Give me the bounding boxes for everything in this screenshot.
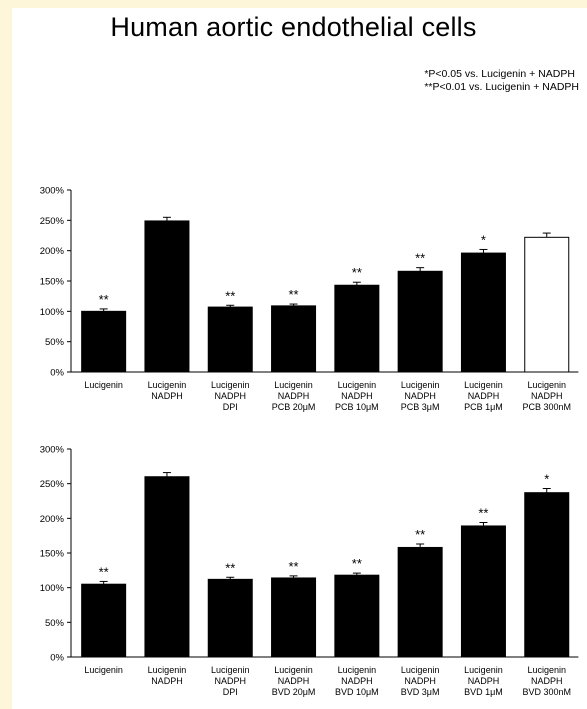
- significance-marker: **: [478, 505, 488, 520]
- significance-marker: **: [415, 251, 425, 266]
- error-bar: [289, 575, 298, 578]
- note-p005: *P<0.05 vs. Lucigenin + NADPH: [424, 68, 575, 80]
- error-bar: [99, 308, 108, 312]
- x-category-label: Lucigenin NADPH PCB 1μM: [464, 380, 503, 412]
- error-bar: [99, 580, 108, 585]
- error-bar: [226, 576, 235, 580]
- error-bar: [542, 232, 551, 238]
- x-category-label: Lucigenin NADPH BVD 10μM: [335, 665, 379, 697]
- bar-bvd-2: [144, 476, 190, 658]
- error-bar: [162, 472, 171, 477]
- significance-marker: **: [99, 564, 109, 579]
- x-category-label: Lucigenin: [84, 665, 123, 675]
- y-tick-label: 300%: [40, 445, 65, 456]
- y-tick-label: 250%: [40, 479, 65, 490]
- x-category-label: Lucigenin: [84, 380, 123, 390]
- bar-pcb-3: [207, 306, 253, 373]
- x-category-label: Lucigenin NADPH: [148, 380, 187, 401]
- bar-bvd-7: [460, 525, 506, 658]
- bar-pcb-4: [271, 305, 317, 373]
- y-tick-label: 150%: [40, 277, 65, 288]
- x-category-label: Lucigenin NADPH DPI: [211, 665, 250, 697]
- significance-marker: **: [288, 287, 298, 302]
- error-bar: [479, 248, 488, 254]
- bar-pcb-8: [524, 236, 570, 373]
- x-category-label: Lucigenin NADPH BVD 1μM: [464, 665, 503, 697]
- significance-marker: *: [544, 472, 549, 487]
- significance-marker: **: [415, 527, 425, 542]
- bar-pcb-1: [81, 310, 127, 373]
- x-category-label: Lucigenin NADPH DPI: [211, 380, 250, 412]
- y-tick-label: 200%: [40, 514, 65, 525]
- x-category-label: Lucigenin NADPH BVD 300nM: [522, 665, 571, 697]
- error-bar: [352, 572, 361, 576]
- significance-marker: **: [225, 560, 235, 575]
- x-category-label: Lucigenin NADPH BVD 3μM: [401, 665, 440, 697]
- bar-bvd-5: [334, 574, 380, 658]
- bar-bvd-1: [81, 583, 127, 658]
- significance-marker: **: [352, 265, 362, 280]
- significance-marker: **: [352, 556, 362, 571]
- bar-bvd-4: [271, 577, 317, 658]
- bar-bvd-6: [397, 546, 443, 658]
- x-category-label: Lucigenin NADPH PCB 20μM: [272, 380, 316, 412]
- significance-marker: **: [225, 288, 235, 303]
- bar-chart-pcb: 0% 50% 100% 150% 200% 250% 300% ** Lucigenin Luci…: [40, 186, 579, 412]
- y-tick-label: 250%: [40, 216, 65, 227]
- y-tick-label: 50%: [45, 618, 65, 629]
- x-category-label: Lucigenin NADPH PCB 3μM: [401, 380, 440, 412]
- y-tick-label: 50%: [45, 337, 65, 348]
- x-category-label: Lucigenin NADPH PCB 300nM: [522, 380, 571, 412]
- y-tick-label: 300%: [40, 186, 65, 197]
- x-category-label: Lucigenin NADPH: [148, 665, 187, 686]
- error-bar: [226, 304, 235, 308]
- error-bar: [162, 216, 171, 221]
- error-bar: [289, 303, 298, 306]
- bar-pcb-2: [144, 220, 190, 373]
- bar-bvd-8: [524, 492, 570, 658]
- error-bar: [416, 267, 425, 272]
- significance-notes: *P<0.05 vs. Lucigenin + NADPH **P<0.01 v…: [424, 68, 579, 94]
- x-category-label: Lucigenin NADPH BVD 20μM: [272, 665, 316, 697]
- bar-pcb-6: [397, 270, 443, 373]
- y-tick-label: 150%: [40, 549, 65, 560]
- note-p001: **P<0.01 vs. Lucigenin + NADPH: [424, 81, 579, 93]
- error-bar: [542, 488, 551, 493]
- y-tick-label: 100%: [40, 307, 65, 318]
- significance-marker: *: [481, 232, 486, 247]
- figure-title: Human aortic endothelial cells: [110, 12, 477, 42]
- significance-marker: **: [99, 292, 109, 307]
- bar-bvd-3: [207, 578, 253, 658]
- significance-marker: **: [288, 559, 298, 574]
- bar-pcb-5: [334, 284, 380, 373]
- y-tick-label: 200%: [40, 246, 65, 257]
- bar-pcb-7: [460, 252, 506, 373]
- y-tick-label: 0%: [50, 368, 64, 379]
- x-category-label: Lucigenin NADPH PCB 10μM: [335, 380, 379, 412]
- error-bar: [352, 281, 361, 286]
- error-bar: [416, 543, 425, 548]
- y-tick-label: 0%: [50, 653, 64, 664]
- error-bar: [479, 521, 488, 526]
- y-tick-label: 100%: [40, 583, 65, 594]
- bar-chart-bvd: 0% 50% 100% 150% 200% 250% 300% ** Lucigenin Luci…: [40, 445, 579, 697]
